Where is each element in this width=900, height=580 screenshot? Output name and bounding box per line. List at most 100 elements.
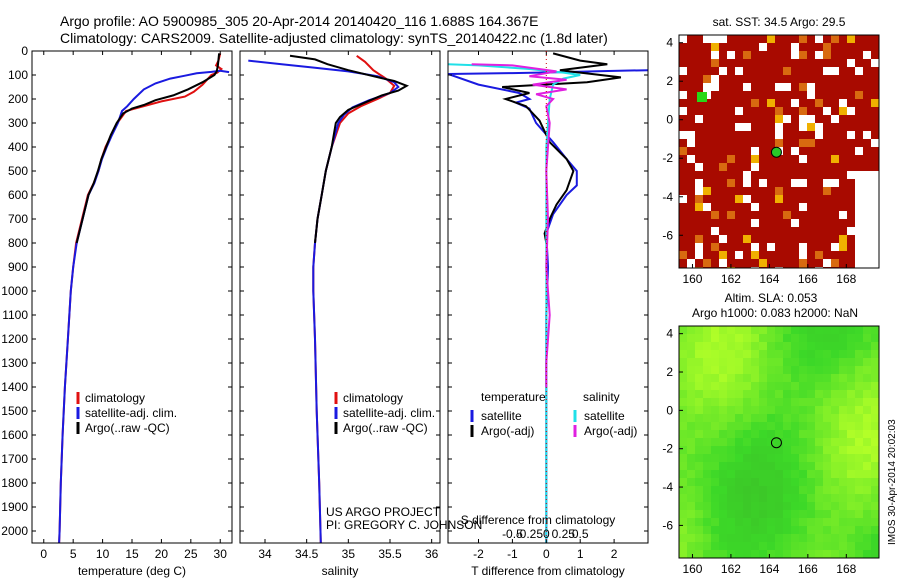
map-frame — [678, 325, 880, 559]
legend-entry: satellite — [584, 409, 625, 423]
depth-tick-label: 1200 — [1, 332, 28, 346]
map-y-tick-label: -6 — [662, 228, 673, 242]
x-tick-label: 2 — [611, 547, 618, 561]
map-y-tick-label: 0 — [666, 403, 673, 417]
depth-tick-label: 900 — [8, 260, 28, 274]
x-tick-label: 15 — [125, 547, 139, 561]
x-tick-label: 35.5 — [378, 547, 402, 561]
map-x-tick-label: 168 — [836, 272, 856, 286]
sla-field — [679, 326, 879, 558]
map-y-tick-label: -4 — [662, 190, 673, 204]
pi-label: PI: GREGORY C. JOHNSON — [326, 518, 482, 532]
x-tick-label: 1 — [577, 547, 584, 561]
depth-tick-label: 1400 — [1, 380, 28, 394]
map-x-tick-label: 168 — [836, 562, 856, 576]
legend-title-temperature: temperature — [481, 390, 546, 404]
differences-panel: -2 -1 0 1 2 T difference from climatology temp… — [447, 50, 649, 578]
secondary-tick-label: 0.25 — [552, 527, 576, 541]
depth-tick-label: 1000 — [1, 284, 28, 298]
project-label: US ARGO PROJECT — [326, 505, 441, 519]
depth-tick-label: 1500 — [1, 404, 28, 418]
x-tick-label: 35 — [342, 547, 356, 561]
x-tick-label: 34 — [258, 547, 272, 561]
legend-entry: climatology — [343, 391, 403, 405]
depth-tick-label: 1100 — [2, 308, 28, 322]
sst-field — [679, 35, 879, 268]
secondary-tick-label: 0.5 — [572, 527, 589, 541]
depth-tick-label: 1600 — [1, 428, 28, 442]
series-line-differences-1 — [501, 52, 622, 244]
map-x-tick-label: 166 — [798, 272, 818, 286]
series-line-differences-2 — [448, 63, 581, 543]
map-y-tick-label: 4 — [666, 327, 673, 341]
map-y-tick-label: 4 — [666, 36, 673, 50]
map-y-tick-label: 2 — [666, 74, 673, 88]
series-line-temperature-0 — [58, 53, 224, 543]
series-line-differences-3 — [471, 63, 567, 387]
x-axis-label: T difference from climatology — [471, 564, 625, 578]
legend-entry: satellite-adj. clim. — [85, 406, 177, 420]
series-line-temperature-1 — [58, 69, 230, 543]
depth-tick-label: 800 — [8, 236, 28, 250]
depth-tick-label: 0 — [21, 44, 28, 58]
x-tick-label: 5 — [70, 547, 77, 561]
x-tick-label: 0 — [543, 547, 550, 561]
map-y-tick-label: 2 — [666, 365, 673, 379]
x-axis-label-secondary: S difference from climatology — [461, 513, 616, 527]
temperature-panel: 0100200300400500600700800900100011001200… — [1, 44, 233, 578]
plot-frame — [239, 50, 441, 544]
sst-map-title: sat. SST: 34.5 Argo: 29.5 — [713, 15, 846, 29]
map-y-tick-label: 0 — [666, 113, 673, 127]
sla-map-subtitle: Argo h1000: 0.083 h2000: NaN — [692, 306, 858, 320]
secondary-tick-label: -0.25 — [516, 527, 544, 541]
map-x-tick-label: 164 — [759, 272, 779, 286]
plot-frame — [447, 50, 649, 544]
x-axis-label: temperature (deg C) — [78, 564, 186, 578]
map-y-tick-label: -2 — [662, 442, 673, 456]
legend-entry: Argo(-adj) — [481, 424, 534, 438]
x-axis-label: salinity — [322, 564, 359, 578]
x-tick-label: -1 — [507, 547, 518, 561]
x-tick-label: 0 — [40, 547, 47, 561]
legend-entry: climatology — [85, 391, 145, 405]
legend-entry: Argo(-adj) — [584, 424, 637, 438]
map-x-tick-label: 166 — [798, 562, 818, 576]
legend-title-salinity: salinity — [583, 390, 620, 404]
timestamp-stamp: IMOS 30-Apr-2014 20:02:03 — [887, 419, 898, 545]
map-x-tick-label: 160 — [682, 562, 702, 576]
legend-entry: Argo(..raw -QC) — [85, 421, 170, 435]
title-line-1: Argo profile: AO 5900985_305 20-Apr-2014… — [60, 13, 539, 29]
depth-tick-label: 1300 — [1, 356, 28, 370]
series-line-salinity-1 — [248, 59, 400, 543]
depth-tick-label: 1700 — [1, 452, 28, 466]
secondary-tick-label: 0 — [543, 527, 550, 541]
map-frame — [678, 34, 880, 269]
depth-tick-label: 600 — [8, 188, 28, 202]
x-tick-label: 36 — [425, 547, 439, 561]
argo-float-marker — [770, 437, 782, 449]
map-y-tick-label: -6 — [662, 518, 673, 532]
argo-float-marker — [770, 146, 782, 158]
x-tick-label: 25 — [184, 547, 198, 561]
map-y-tick-label: -4 — [662, 480, 673, 494]
legend-entry: Argo(..raw -QC) — [343, 421, 428, 435]
green-pixel — [697, 92, 707, 102]
series-line-salinity-2 — [289, 54, 410, 244]
x-tick-label: 10 — [96, 547, 110, 561]
sst-map-panel: 160 162 164 166 168 -6 -4 -2 0 2 4 sat. SST: 34.5 A… — [662, 15, 880, 286]
depth-tick-label: 700 — [8, 212, 28, 226]
map-x-tick-label: 160 — [682, 272, 702, 286]
title-line-2: Climatology: CARS2009. Satellite-adjuste… — [60, 30, 608, 46]
depth-tick-label: 1800 — [1, 476, 28, 490]
salinity-panel: 34 34.5 35 35.5 36 salinity climatologysatelli… — [239, 50, 482, 578]
depth-tick-label: 200 — [8, 92, 28, 106]
depth-tick-label: 100 — [8, 68, 28, 82]
depth-tick-label: 1900 — [1, 500, 28, 514]
map-x-tick-label: 162 — [721, 562, 741, 576]
sla-map-title: Altim. SLA: 0.053 — [725, 291, 818, 305]
x-tick-label: -2 — [473, 547, 484, 561]
x-tick-label: 30 — [214, 547, 228, 561]
map-x-tick-label: 164 — [759, 562, 779, 576]
series-line-salinity-0 — [312, 54, 396, 543]
